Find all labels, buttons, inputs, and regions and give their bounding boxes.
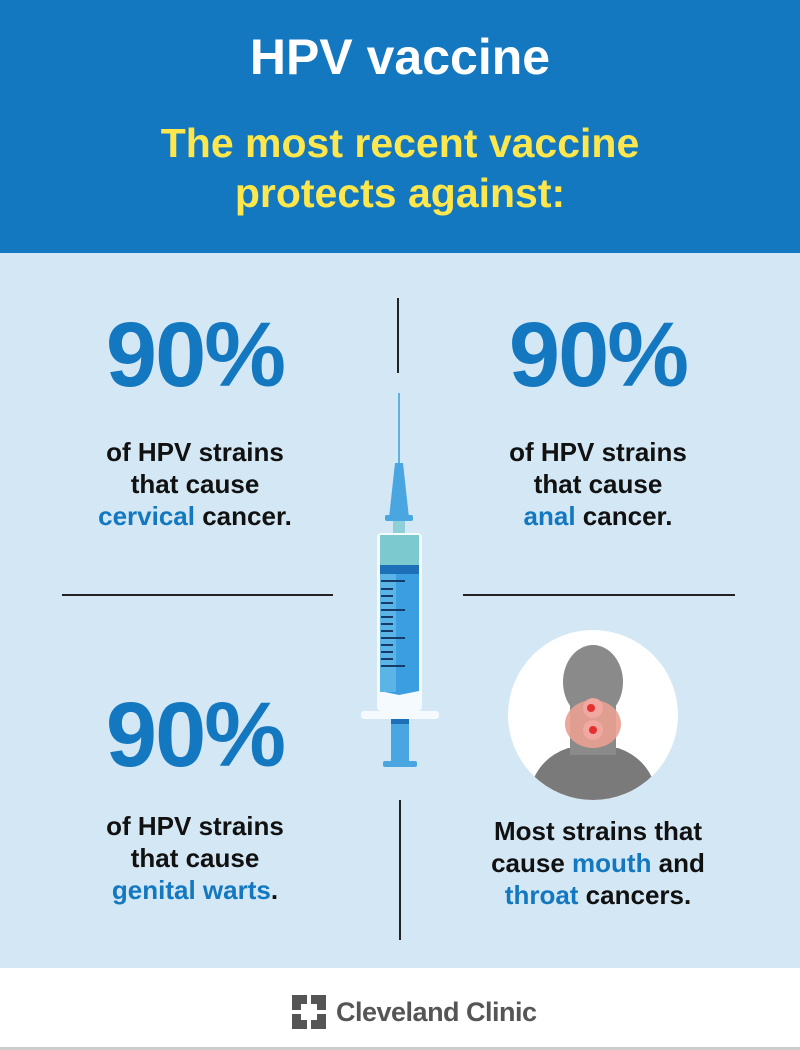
- anal-percent: 90%: [508, 304, 689, 406]
- desc-rest: cancer.: [195, 501, 292, 531]
- desc-rest: .: [270, 875, 279, 905]
- warts-percent: 90%: [105, 684, 286, 786]
- divider: [62, 594, 333, 596]
- desc-rest: cancers.: [578, 880, 692, 910]
- anal-description: of HPV strains that cause anal cancer.: [418, 436, 778, 532]
- content-panel: 90% of HPV strains that cause cervical c…: [0, 253, 800, 968]
- divider: [399, 800, 401, 940]
- divider: [397, 298, 399, 373]
- desc-line: that cause: [130, 843, 260, 873]
- brand-name: Cleveland Clinic: [336, 996, 537, 1027]
- subtitle-line: The most recent vaccine: [160, 120, 640, 166]
- desc-text: cause: [491, 848, 573, 878]
- page-title: HPV vaccine: [249, 29, 551, 85]
- cleveland-clinic-logo-icon: [292, 995, 326, 1029]
- desc-text: and: [651, 848, 705, 878]
- desc-rest: cancer.: [575, 501, 673, 531]
- highlight: anal: [523, 501, 576, 531]
- warts-description: of HPV strains that cause genital warts.: [15, 810, 375, 906]
- divider: [463, 594, 735, 596]
- desc-line: of HPV strains: [106, 811, 284, 841]
- footer: [0, 968, 800, 1050]
- desc-line: of HPV strains: [509, 437, 687, 467]
- highlight: throat: [504, 880, 579, 910]
- cervical-percent: 90%: [105, 304, 286, 406]
- cervical-description: of HPV strains that cause cervical cance…: [15, 436, 375, 532]
- highlight: cervical: [98, 501, 195, 531]
- desc-line: that cause: [130, 469, 260, 499]
- desc-line: that cause: [533, 469, 663, 499]
- syringe-icon: [361, 393, 439, 767]
- highlight: genital warts: [111, 875, 271, 905]
- desc-line: Most strains that: [493, 816, 703, 846]
- subtitle: The most recent vaccine protects against…: [0, 118, 800, 218]
- highlight: mouth: [572, 848, 652, 878]
- throat-description: Most strains that cause mouth and throat…: [418, 815, 778, 911]
- desc-line: of HPV strains: [106, 437, 284, 467]
- head-throat-icon: [508, 630, 678, 800]
- subtitle-line: protects against:: [234, 170, 566, 216]
- cleveland-clinic-logo: Cleveland Clinic: [292, 995, 537, 1029]
- header: HPV vaccine The most recent vaccine prot…: [0, 0, 800, 253]
